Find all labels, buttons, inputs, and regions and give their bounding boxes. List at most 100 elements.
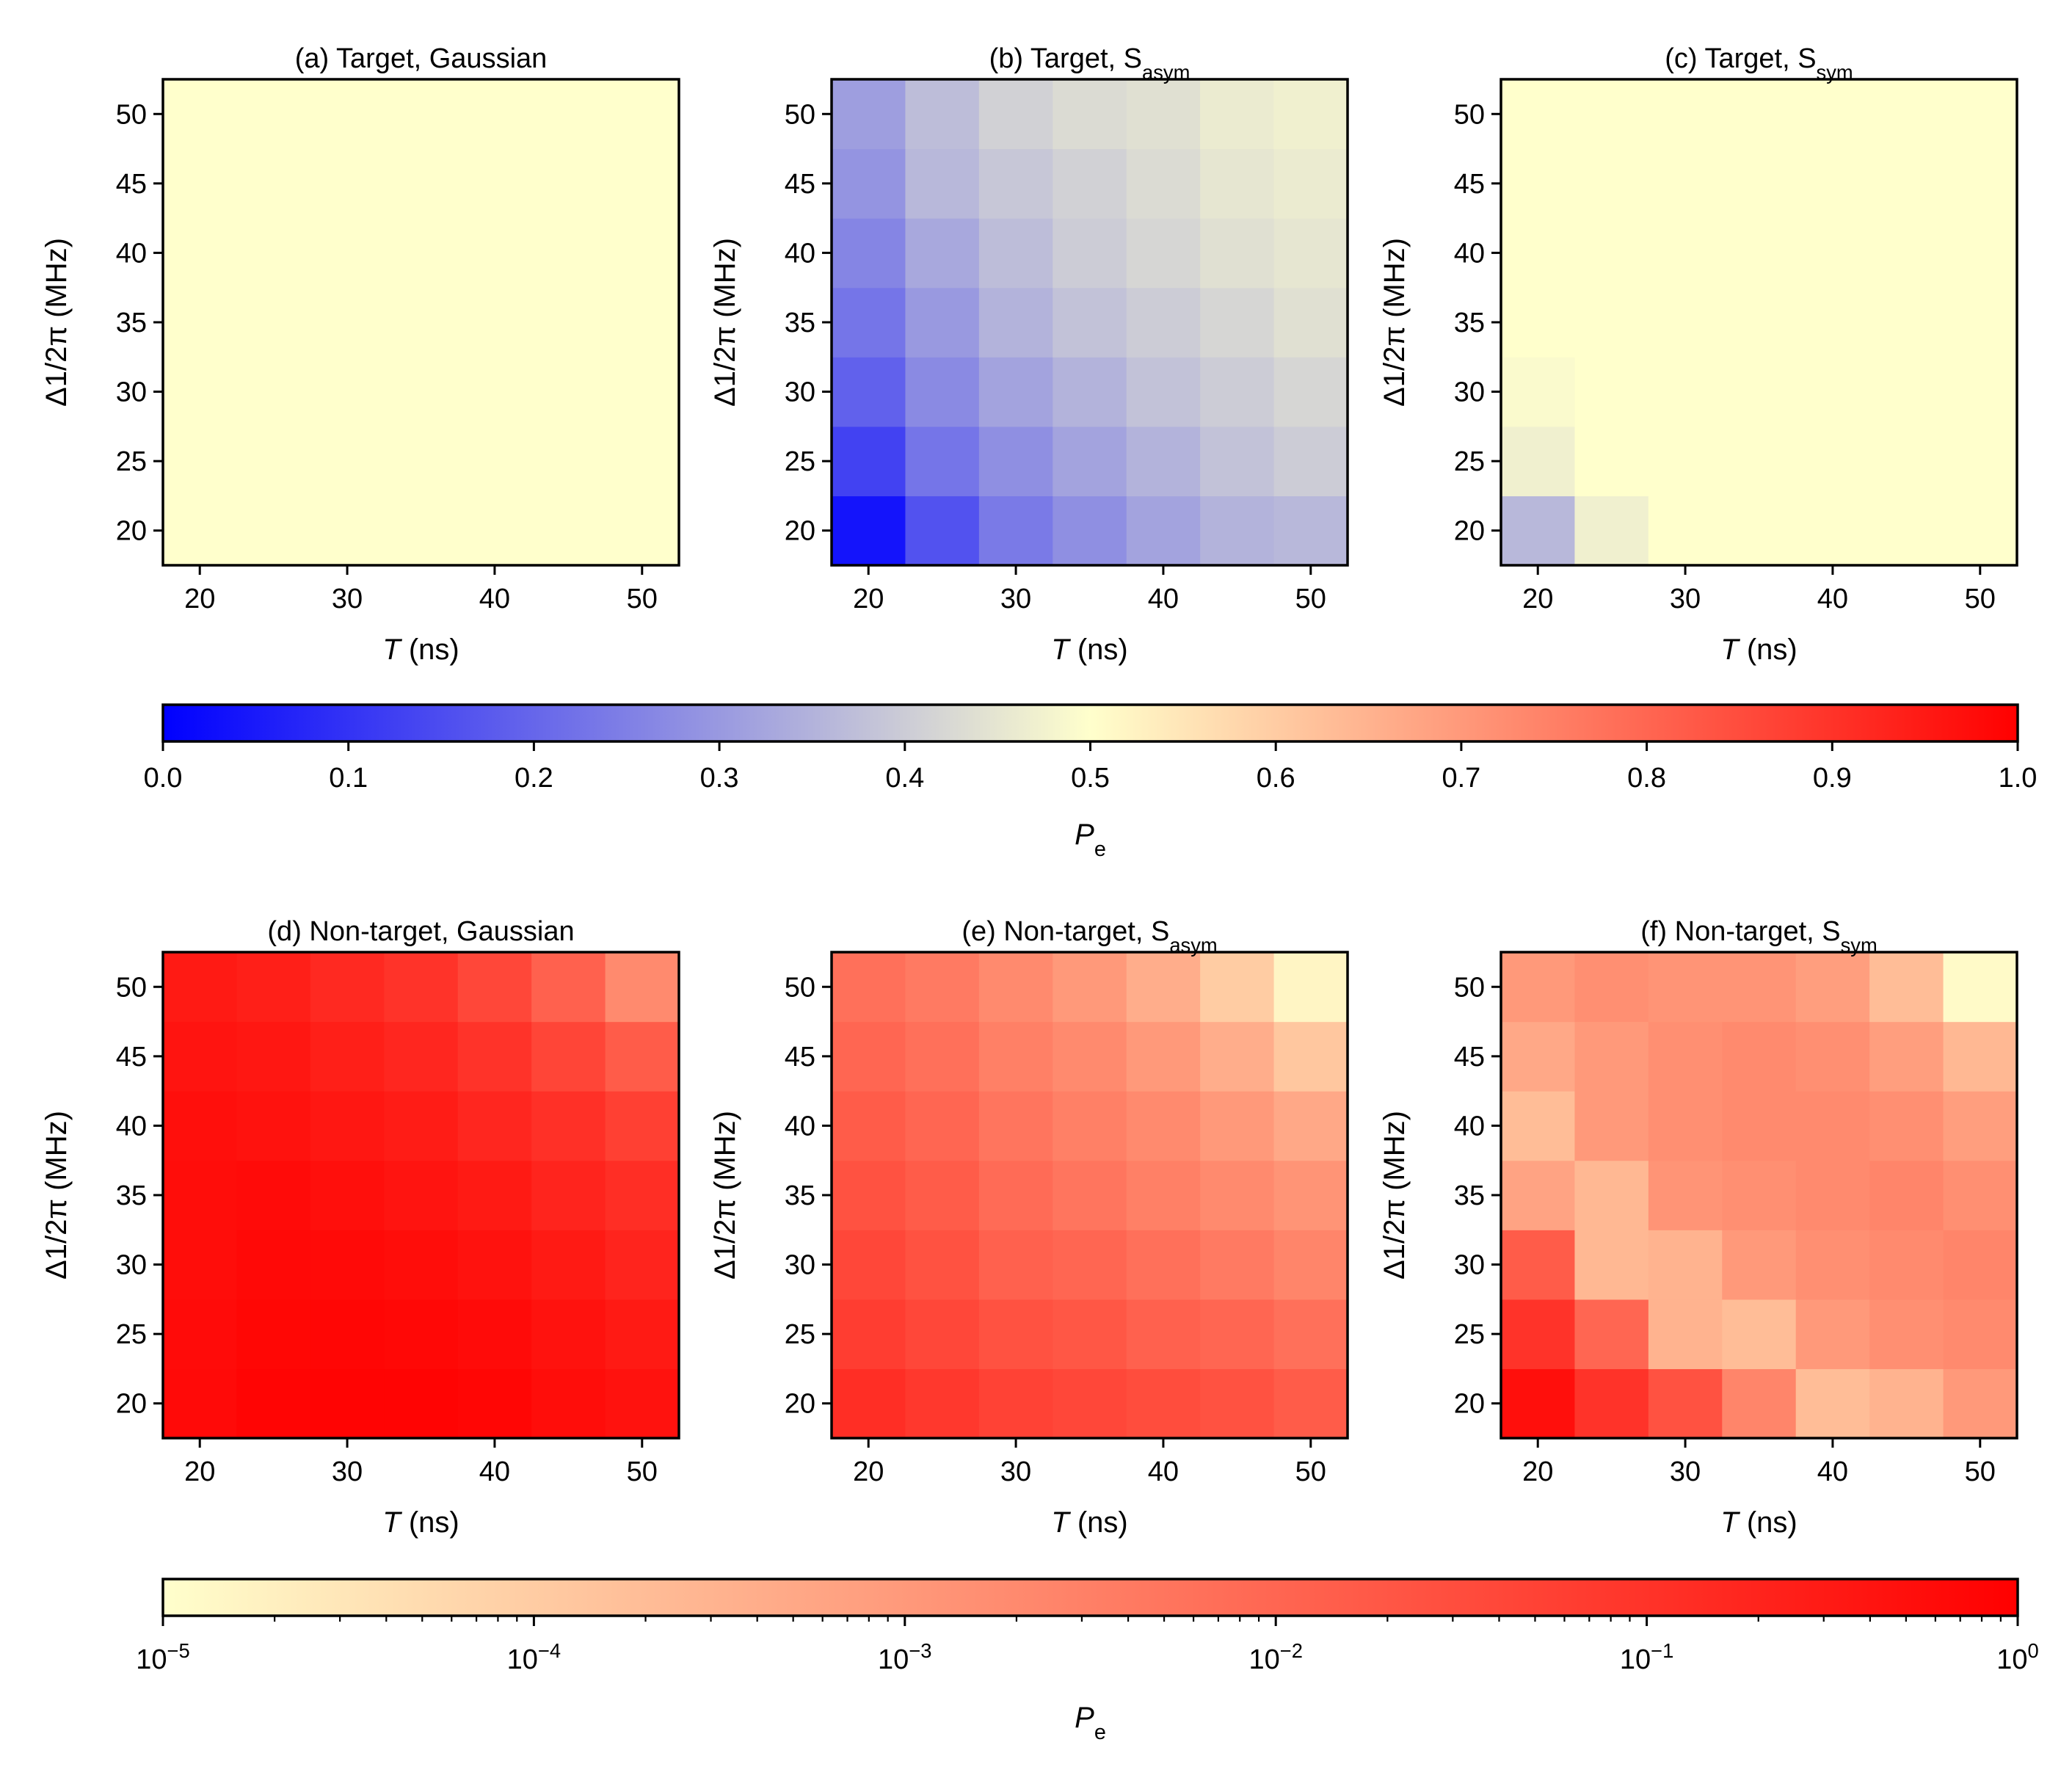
heatmap-cells bbox=[832, 952, 1348, 1439]
heatmap-cell bbox=[1200, 1230, 1275, 1300]
heatmap-cell bbox=[310, 79, 385, 150]
heatmap-cell bbox=[905, 496, 980, 566]
y-tick-label: 25 bbox=[1454, 446, 1485, 477]
heatmap-cell bbox=[1126, 1368, 1201, 1439]
heatmap-cell bbox=[1722, 952, 1797, 1023]
heatmap-cell bbox=[310, 1368, 385, 1439]
y-tick-label: 50 bbox=[785, 99, 815, 130]
heatmap-cell bbox=[457, 1230, 532, 1300]
heatmap-cell bbox=[1795, 426, 1870, 497]
heatmap-cell bbox=[1200, 148, 1275, 219]
heatmap-cell bbox=[1869, 1230, 1944, 1300]
heatmap-cell bbox=[605, 148, 680, 219]
heatmap-cell bbox=[1648, 148, 1723, 219]
heatmap-cell bbox=[1648, 1021, 1723, 1092]
heatmap-cell bbox=[605, 1160, 680, 1230]
heatmap-cell bbox=[163, 426, 238, 497]
colorbar-tick-label: 0.1 bbox=[329, 763, 368, 794]
heatmap-cell bbox=[1869, 148, 1944, 219]
heatmap-cell bbox=[978, 1299, 1053, 1370]
heatmap-cell bbox=[384, 952, 459, 1023]
heatmap-cell bbox=[1869, 287, 1944, 358]
heatmap-cell bbox=[978, 1021, 1053, 1092]
heatmap-cell bbox=[457, 287, 532, 358]
heatmap-cell bbox=[384, 357, 459, 427]
heatmap-cell bbox=[384, 287, 459, 358]
heatmap-cell bbox=[832, 1160, 906, 1230]
colorbar-log: 10−5 10−4 10−3 10−2 10−1 100 Pe bbox=[136, 1578, 2039, 1744]
heatmap-cell bbox=[1869, 1368, 1944, 1439]
heatmap-cell bbox=[1053, 426, 1127, 497]
heatmap-cell bbox=[1126, 426, 1201, 497]
panel-f: 20 30 40 50 20 25 30 35 40 45 50 (f) Non-target, Ss… bbox=[1378, 916, 2018, 1539]
heatmap-cell bbox=[978, 287, 1053, 358]
heatmap-cell bbox=[978, 496, 1053, 566]
x-axis-label: T (ns) bbox=[382, 634, 459, 666]
heatmap-cell bbox=[1795, 1368, 1870, 1439]
heatmap-cell bbox=[1943, 1160, 2018, 1230]
heatmap-cell bbox=[905, 1368, 980, 1439]
heatmap-cell bbox=[1126, 1091, 1201, 1161]
y-tick-label: 50 bbox=[785, 972, 815, 1003]
x-tick-label: 20 bbox=[184, 1456, 215, 1487]
colorbar-frame bbox=[161, 1578, 2019, 1617]
heatmap-cell bbox=[1273, 1021, 1348, 1092]
heatmap-cell bbox=[531, 357, 606, 427]
heatmap-cell bbox=[1869, 1160, 1944, 1230]
x-tick-label: 30 bbox=[332, 1456, 363, 1487]
heatmap-cell bbox=[1943, 496, 2018, 566]
heatmap-cell bbox=[905, 1091, 980, 1161]
heatmap-cell bbox=[605, 952, 680, 1023]
heatmap-cell bbox=[236, 1021, 311, 1092]
heatmap-cell bbox=[1273, 287, 1348, 358]
x-tick-label: 40 bbox=[1817, 1456, 1848, 1487]
heatmap-cell bbox=[1501, 426, 1576, 497]
y-tick-label: 40 bbox=[1454, 238, 1485, 269]
x-tick-label: 40 bbox=[479, 584, 510, 614]
colorbar-tick-label: 0.7 bbox=[1442, 763, 1480, 794]
heatmap-cell bbox=[1722, 218, 1797, 289]
heatmap-cell bbox=[1795, 1091, 1870, 1161]
heatmap-cell bbox=[978, 1091, 1053, 1161]
heatmap-cell bbox=[1501, 148, 1576, 219]
heatmap-cell bbox=[1200, 1299, 1275, 1370]
heatmap-cell bbox=[1722, 148, 1797, 219]
x-tick-label: 20 bbox=[184, 584, 215, 614]
x-tick-label: 50 bbox=[1965, 1456, 1996, 1487]
heatmap-cell bbox=[1869, 1091, 1944, 1161]
y-axis-label: Δ1/2π (MHz) bbox=[40, 1111, 73, 1280]
y-axis-label: Δ1/2π (MHz) bbox=[709, 1111, 741, 1280]
heatmap-cell bbox=[1501, 1368, 1576, 1439]
heatmap-cell bbox=[310, 1021, 385, 1092]
heatmap-cell bbox=[1501, 1230, 1576, 1300]
heatmap-cell bbox=[905, 287, 980, 358]
heatmap-cell bbox=[310, 148, 385, 219]
colorbar-tick-label: 0.9 bbox=[1813, 763, 1852, 794]
heatmap-cell bbox=[905, 79, 980, 150]
heatmap-cell bbox=[236, 357, 311, 427]
x-tick-label: 40 bbox=[1148, 1456, 1179, 1487]
y-tick-label: 50 bbox=[116, 972, 147, 1003]
heatmap-cell bbox=[163, 1230, 238, 1300]
heatmap-cell bbox=[1795, 218, 1870, 289]
heatmap-cell bbox=[531, 287, 606, 358]
colorbar-tick-label: 10−4 bbox=[507, 1639, 561, 1676]
panel-title: (d) Non-target, Gaussian bbox=[267, 916, 574, 947]
heatmap-cell bbox=[832, 1368, 906, 1439]
heatmap-panels: 20 30 40 50 20 25 30 35 40 45 50 (a) Target, Gaussi… bbox=[40, 43, 2018, 1539]
heatmap-cell bbox=[1200, 357, 1275, 427]
heatmap-cell bbox=[1648, 426, 1723, 497]
heatmap-cell bbox=[1943, 1091, 2018, 1161]
heatmap-cell bbox=[457, 1160, 532, 1230]
y-tick-label: 30 bbox=[785, 1250, 815, 1281]
heatmap-cell bbox=[457, 426, 532, 497]
heatmap-cell bbox=[1053, 287, 1127, 358]
colorbar-tick-label: 0.0 bbox=[144, 763, 183, 794]
heatmap-cell bbox=[1722, 1299, 1797, 1370]
heatmap-cell bbox=[832, 148, 906, 219]
heatmap-cell bbox=[1574, 496, 1649, 566]
heatmap-cell bbox=[978, 148, 1053, 219]
heatmap-cell bbox=[1273, 1160, 1348, 1230]
heatmap-cell bbox=[905, 1230, 980, 1300]
